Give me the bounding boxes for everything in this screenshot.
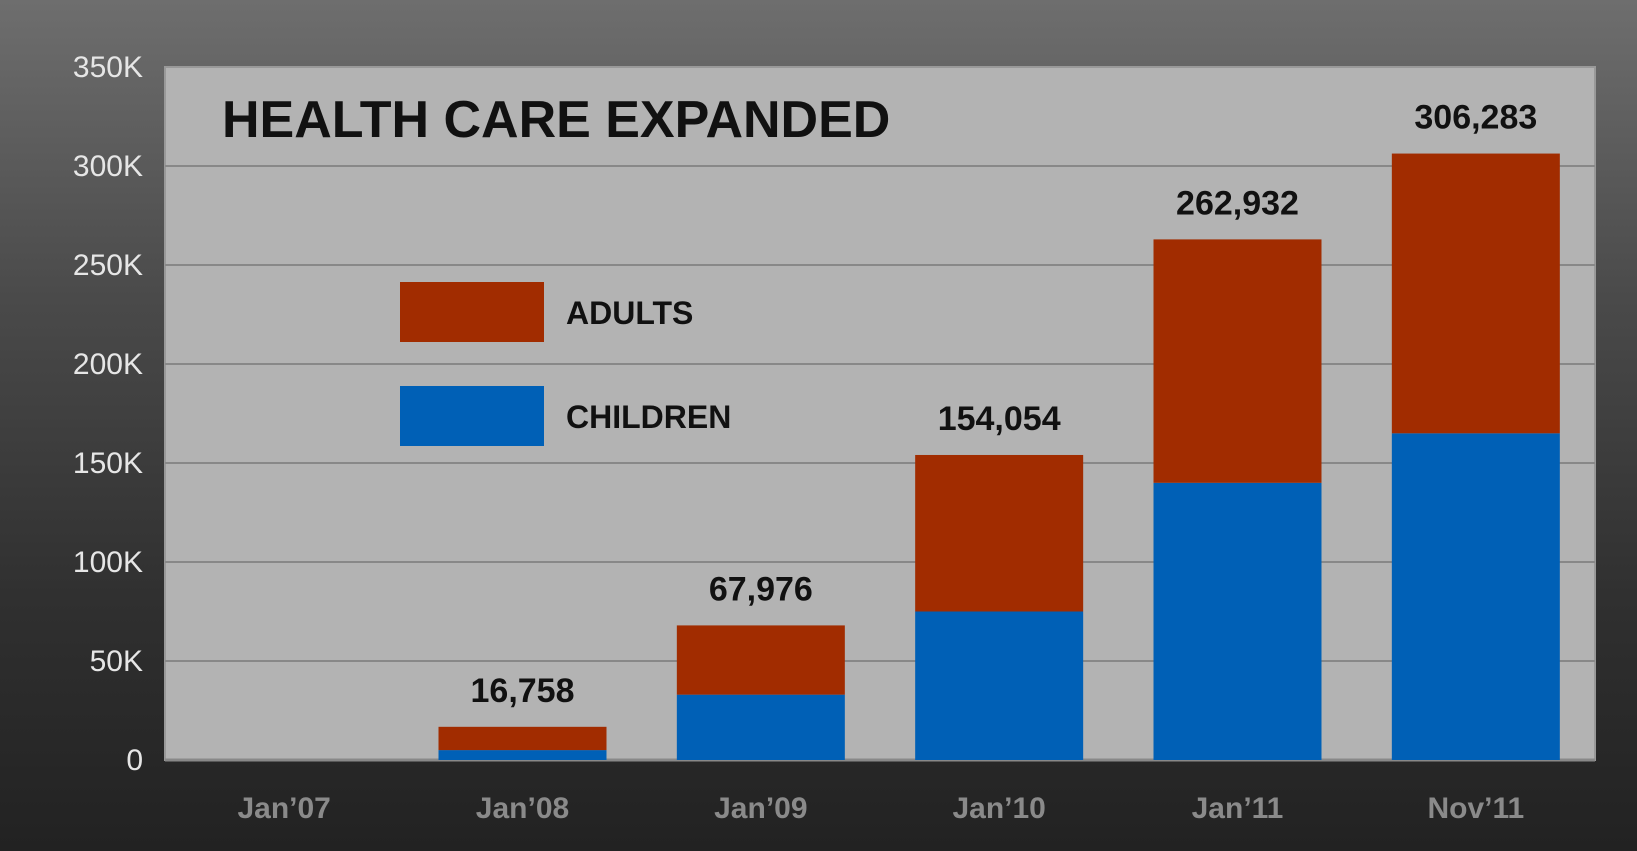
total-data-label: 262,932 bbox=[1176, 184, 1299, 222]
x-tick-label: Jan’11 bbox=[1192, 792, 1284, 825]
y-tick-label: 50K bbox=[90, 645, 143, 678]
data-labels: 16,758 67,976 154,054 262,932 306,283 bbox=[471, 99, 1538, 710]
gridlines bbox=[165, 165, 1595, 762]
legend: ADULTS CHILDREN bbox=[400, 282, 731, 446]
plot-area bbox=[164, 66, 1596, 761]
bar-adults bbox=[1391, 153, 1560, 434]
x-tick-label: Jan’08 bbox=[476, 792, 569, 825]
x-axis-ticks: Jan’07 Jan’08 Jan’09 Jan’10 Jan’11 Nov’11 bbox=[237, 792, 1524, 825]
bar-children bbox=[1153, 482, 1322, 760]
legend-swatch-adults bbox=[400, 282, 544, 342]
bar-adults bbox=[1153, 239, 1322, 483]
y-tick-label: 100K bbox=[73, 546, 143, 579]
x-tick-label: Nov’11 bbox=[1427, 792, 1524, 825]
y-tick-label: 200K bbox=[73, 348, 143, 381]
total-data-label: 67,976 bbox=[709, 570, 813, 608]
bar-children bbox=[915, 611, 1084, 760]
y-tick-label: 0 bbox=[126, 744, 143, 777]
y-tick-label: 300K bbox=[73, 150, 143, 183]
total-data-label: 16,758 bbox=[471, 672, 575, 710]
x-tick-label: Jan’09 bbox=[714, 792, 807, 825]
x-tick-label: Jan’07 bbox=[237, 792, 330, 825]
y-tick-label: 350K bbox=[73, 51, 143, 84]
bars bbox=[438, 153, 1560, 760]
plot-background bbox=[164, 66, 1596, 761]
x-tick-label: Jan’10 bbox=[952, 792, 1045, 825]
total-data-label: 154,054 bbox=[938, 400, 1061, 438]
bar-adults bbox=[915, 454, 1084, 612]
y-tick-label: 150K bbox=[73, 447, 143, 480]
y-axis-ticks: 0 50K 100K 150K 200K 250K 300K 350K bbox=[73, 51, 143, 777]
y-tick-label: 250K bbox=[73, 249, 143, 282]
chart-title: HEALTH CARE EXPANDED bbox=[222, 91, 890, 149]
bar-adults bbox=[676, 625, 845, 695]
legend-label-children: CHILDREN bbox=[566, 399, 731, 435]
legend-label-adults: ADULTS bbox=[566, 295, 693, 331]
bar-children bbox=[1391, 433, 1560, 760]
bar-adults bbox=[438, 726, 607, 751]
legend-swatch-children bbox=[400, 386, 544, 446]
total-data-label: 306,283 bbox=[1414, 99, 1537, 137]
bar-children bbox=[438, 750, 607, 760]
bar-children bbox=[676, 694, 845, 760]
